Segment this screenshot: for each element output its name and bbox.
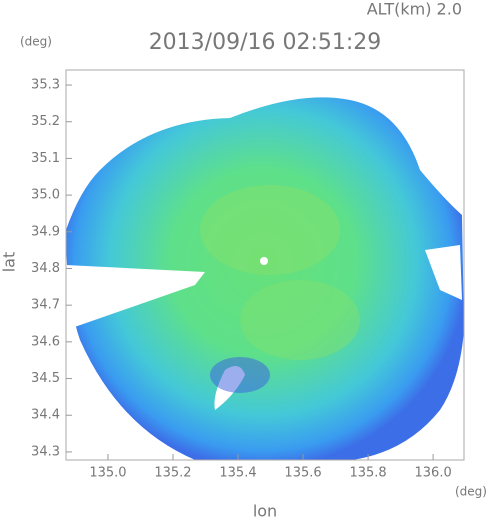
y-tick-label: 35.3 (31, 78, 60, 93)
y-tick-label: 34.9 (31, 224, 60, 239)
y-tick-label: 34.4 (31, 408, 60, 423)
x-tick-label: 135.8 (349, 466, 386, 481)
x-tick-label: 135.2 (154, 466, 191, 481)
y-tick-label: 34.3 (31, 444, 60, 459)
x-axis-label: lon (253, 502, 277, 521)
y-tick-label: 34.7 (31, 298, 60, 313)
x-tick-label: 135.0 (89, 466, 126, 481)
radar-echo (66, 97, 464, 460)
x-tick-label: 135.6 (284, 466, 321, 481)
x-tick-label: 135.4 (219, 466, 256, 481)
y-tick-label: 34.5 (31, 371, 60, 386)
x-tick-label: 136.0 (415, 466, 452, 481)
y-tick-label: 35.0 (31, 188, 60, 203)
y-axis-label: lat (0, 252, 19, 273)
y-tick-label: 34.6 (31, 334, 60, 349)
plot-frame (65, 69, 465, 461)
y-tick-label: 35.1 (31, 151, 60, 166)
title: 2013/09/16 02:51:29 (149, 30, 382, 55)
y-tick-label: 34.8 (31, 261, 60, 276)
y-unit: (deg) (20, 35, 52, 49)
x-unit: (deg) (455, 485, 487, 499)
altitude-label: ALT(km) 2.0 (367, 0, 462, 19)
y-tick-label: 35.2 (31, 114, 60, 129)
